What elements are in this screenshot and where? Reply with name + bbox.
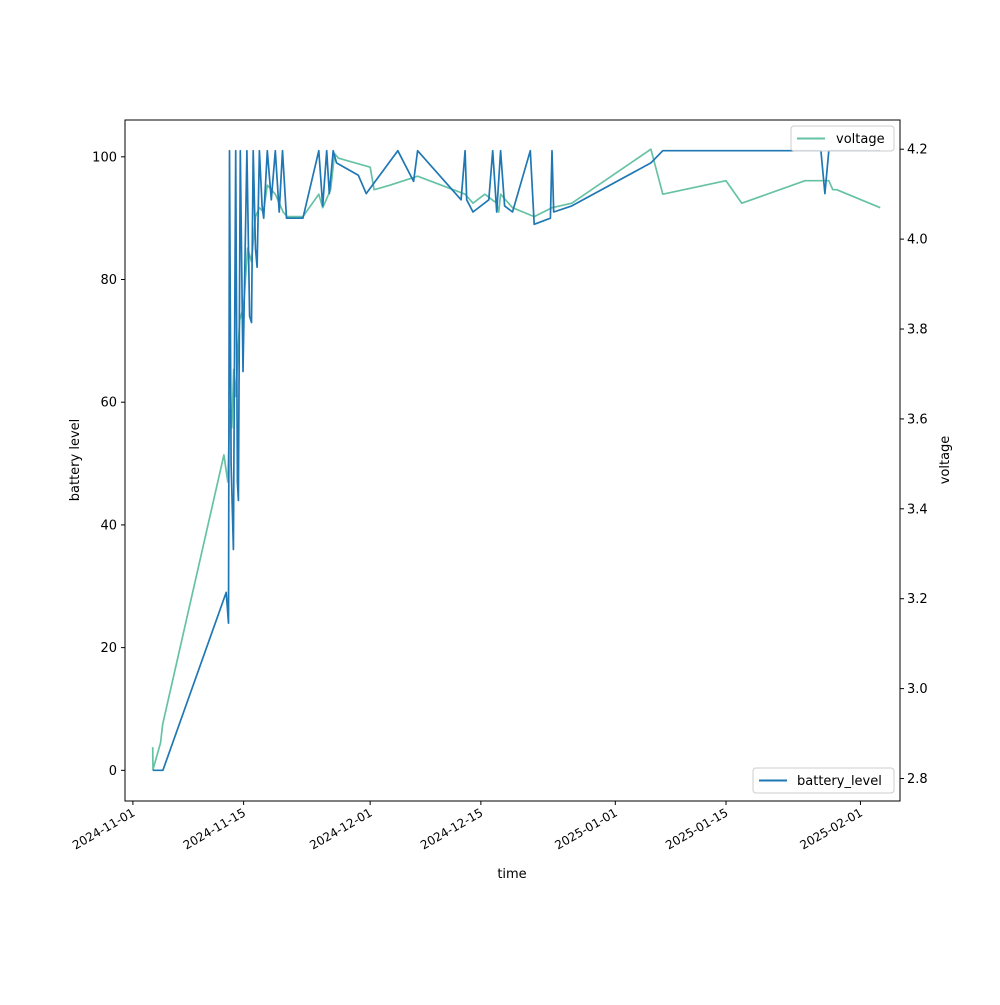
series-line-voltage	[151, 148, 881, 771]
series-layer	[151, 148, 881, 772]
y-right-tick-label: 3.4	[907, 502, 928, 517]
legend-voltage: voltage	[790, 125, 895, 152]
x-tick-label: 2024-12-15	[418, 805, 485, 852]
x-tick-label: 2025-01-01	[552, 805, 619, 852]
x-tick-label: 2025-02-01	[798, 805, 865, 852]
x-tick-label: 2024-12-01	[307, 805, 374, 852]
y-right-tick-label: 4.0	[907, 233, 928, 248]
y-left-tick-label: 100	[92, 150, 117, 165]
legend-battery-level-label: battery_level	[797, 774, 882, 789]
y-right-tick-label: 3.2	[907, 592, 928, 607]
legend-voltage-label: voltage	[836, 132, 885, 147]
y-axis-left: 0 20 40 60 80 100	[92, 150, 125, 779]
y-right-tick-label: 3.0	[907, 682, 928, 697]
y-axis-right: 2.8 3.0 3.2 3.4 3.6 3.8 4.0 4.2	[900, 143, 928, 787]
y-right-tick-label: 4.2	[907, 143, 928, 158]
y-left-tick-label: 0	[109, 764, 117, 779]
y-right-tick-label: 2.8	[907, 772, 928, 787]
y-left-tick-label: 20	[100, 641, 117, 656]
x-axis-label: time	[497, 867, 526, 882]
plot-area-frame	[124, 119, 901, 802]
series-line-battery-level	[152, 149, 881, 772]
x-tick-label: 2024-11-15	[181, 805, 248, 852]
y-right-tick-label: 3.6	[907, 412, 928, 427]
x-tick-label: 2024-11-01	[70, 805, 137, 852]
y-axis-left-label: battery level	[68, 419, 83, 502]
y-left-tick-label: 40	[100, 518, 117, 533]
legend-battery-level: battery_level	[752, 767, 895, 794]
y-left-tick-label: 60	[100, 396, 117, 411]
y-right-tick-label: 3.8	[907, 323, 928, 338]
x-axis: 2024-11-01 2024-11-15 2024-12-01 2024-12-15…	[70, 801, 865, 852]
y-left-tick-label: 80	[100, 273, 117, 288]
x-tick-label: 2025-01-15	[663, 805, 730, 852]
y-axis-right-label: voltage	[938, 436, 953, 485]
